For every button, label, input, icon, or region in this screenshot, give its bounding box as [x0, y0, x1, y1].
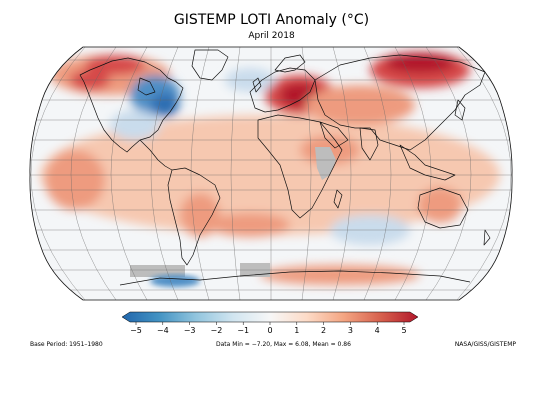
colorbar-tick-label: −4 — [157, 326, 169, 335]
latitude-lines — [29, 59, 513, 291]
map-title: GISTEMP LOTI Anomaly (°C) — [173, 12, 370, 28]
longitude-line — [456, 47, 512, 300]
colorbar-tick-label: −3 — [184, 326, 196, 335]
map-subtitle: April 2018 — [248, 31, 295, 41]
coast-japan — [454, 99, 466, 121]
coast-scandinavia — [274, 54, 306, 73]
data-stats-label: Data Min = −7.20, Max = 6.08, Mean = 0.8… — [216, 341, 351, 348]
colorbar-tick-label: −5 — [130, 326, 142, 335]
colorbar-tick-label: 0 — [267, 326, 272, 335]
longitude-line — [110, 47, 148, 300]
longitude-line — [332, 47, 352, 300]
colorbar-body — [121, 311, 419, 323]
longitude-line — [70, 47, 117, 300]
coast-arabia — [319, 121, 349, 149]
coast-india — [359, 127, 379, 161]
map-border — [29, 46, 513, 301]
colorbar-tick-label: −2 — [211, 326, 223, 335]
base-period-label: Base Period: 1951–1980 — [30, 341, 103, 348]
longitude-line — [230, 47, 241, 300]
longitude-line — [190, 47, 210, 300]
coastlines — [79, 49, 491, 286]
coast-southeast-asia — [399, 144, 456, 181]
coast-uk — [252, 77, 262, 93]
graticule — [29, 47, 513, 300]
coast-central-america — [139, 139, 173, 171]
source-credit: NASA/GISS/GISTEMP — [454, 341, 516, 348]
longitude-line — [30, 47, 86, 300]
coast-madagascar — [333, 189, 343, 209]
colorbar-tick-label: 2 — [321, 326, 326, 335]
colorbar-tick-label: −1 — [237, 326, 249, 335]
colorbar-tick-label: 3 — [348, 326, 353, 335]
coast-antarctica — [119, 270, 471, 286]
coast-asia — [314, 54, 486, 151]
colorbar-tick-labels: −5 −4 −3 −2 −1 0 1 2 3 4 5 — [130, 322, 407, 335]
coast-south-america — [167, 167, 221, 266]
coast-hudson-bay — [137, 77, 156, 96]
coast-africa — [257, 114, 343, 219]
colorbar-tick-label: 5 — [401, 326, 406, 335]
longitude-line — [301, 47, 312, 300]
coast-new-zealand — [483, 229, 491, 246]
colorbar-tick-label: 1 — [294, 326, 299, 335]
coast-north-america — [79, 57, 184, 153]
longitude-line — [425, 47, 472, 300]
longitude-line — [363, 47, 392, 300]
colorbar-tick-label: 4 — [375, 326, 380, 335]
coast-australia — [417, 187, 469, 229]
coast-greenland — [191, 49, 229, 81]
longitude-line — [394, 47, 432, 300]
longitude-lines — [30, 47, 512, 300]
coast-europe — [249, 67, 316, 113]
longitude-line — [150, 47, 179, 300]
